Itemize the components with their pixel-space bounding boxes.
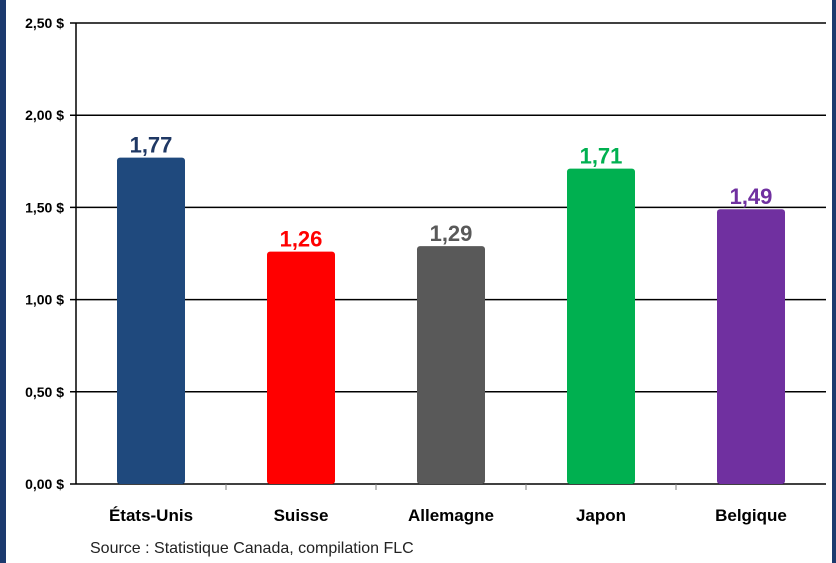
bar xyxy=(117,157,185,484)
x-tick-label: États-Unis xyxy=(109,506,193,525)
data-label: 1,29 xyxy=(430,221,473,246)
x-tick-label: Allemagne xyxy=(408,506,494,525)
y-axis-tick-labels: 0,00 $ 0,50 $ 1,00 $ 1,50 $ 2,00 $ 2,50 $ xyxy=(25,15,64,492)
data-labels: 1,77 1,26 1,29 1,71 1,49 xyxy=(130,133,773,252)
y-tick-label: 1,00 $ xyxy=(25,292,64,308)
y-tick-label: 0,50 $ xyxy=(25,384,64,400)
data-label: 1,77 xyxy=(130,133,173,158)
y-tick-label: 2,50 $ xyxy=(25,15,64,31)
data-label: 1,26 xyxy=(280,227,323,252)
x-tick-label: Japon xyxy=(576,506,626,525)
x-axis-tick-labels: États-Unis Suisse Allemagne Japon Belgique xyxy=(109,506,787,525)
bars xyxy=(117,157,785,484)
data-label: 1,49 xyxy=(730,184,773,209)
source-note: Source : Statistique Canada, compilation… xyxy=(90,540,414,557)
data-label: 1,71 xyxy=(580,144,623,169)
bar xyxy=(417,246,485,484)
y-tick-label: 2,00 $ xyxy=(25,107,64,123)
bar xyxy=(567,168,635,484)
x-tick-label: Suisse xyxy=(274,506,329,525)
bar xyxy=(717,209,785,484)
x-tick-label: Belgique xyxy=(715,506,787,525)
right-frame-border xyxy=(832,0,836,563)
bar xyxy=(267,251,335,484)
left-frame-border xyxy=(0,0,6,563)
y-tick-label: 0,00 $ xyxy=(25,476,64,492)
y-tick-label: 1,50 $ xyxy=(25,199,64,215)
